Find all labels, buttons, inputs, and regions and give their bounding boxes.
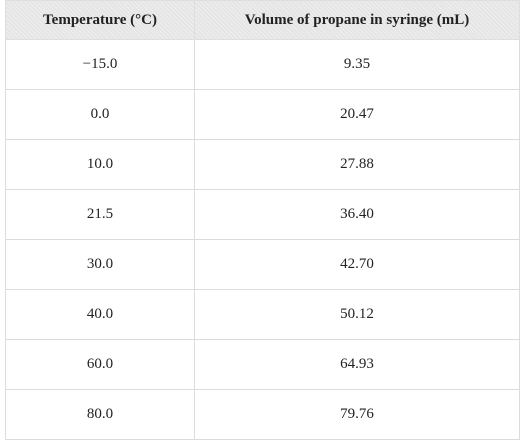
volume-cell: 9.35 xyxy=(194,39,520,90)
table-row: 60.0 64.93 xyxy=(5,339,520,390)
table-row: −15.0 9.35 xyxy=(5,39,520,90)
volume-cell: 27.88 xyxy=(194,139,520,190)
table-row: 80.0 79.76 xyxy=(5,389,520,440)
table-row: 40.0 50.12 xyxy=(5,289,520,340)
column-header-temperature: Temperature (°C) xyxy=(5,0,195,40)
temperature-cell: 0.0 xyxy=(5,89,195,140)
table-row: 21.5 36.40 xyxy=(5,189,520,240)
data-table: Temperature (°C) Volume of propane in sy… xyxy=(5,0,520,440)
column-header-volume: Volume of propane in syringe (mL) xyxy=(194,0,520,40)
temperature-cell: 40.0 xyxy=(5,289,195,340)
volume-cell: 79.76 xyxy=(194,389,520,440)
temperature-cell: 21.5 xyxy=(5,189,195,240)
volume-cell: 20.47 xyxy=(194,89,520,140)
volume-cell: 36.40 xyxy=(194,189,520,240)
temperature-cell: −15.0 xyxy=(5,39,195,90)
table-row: 10.0 27.88 xyxy=(5,139,520,190)
temperature-cell: 30.0 xyxy=(5,239,195,290)
temperature-cell: 10.0 xyxy=(5,139,195,190)
table-row: 0.0 20.47 xyxy=(5,89,520,140)
header-row: Temperature (°C) Volume of propane in sy… xyxy=(5,0,520,40)
temperature-cell: 80.0 xyxy=(5,389,195,440)
temperature-cell: 60.0 xyxy=(5,339,195,390)
volume-cell: 42.70 xyxy=(194,239,520,290)
volume-cell: 50.12 xyxy=(194,289,520,340)
table-row: 30.0 42.70 xyxy=(5,239,520,290)
volume-cell: 64.93 xyxy=(194,339,520,390)
